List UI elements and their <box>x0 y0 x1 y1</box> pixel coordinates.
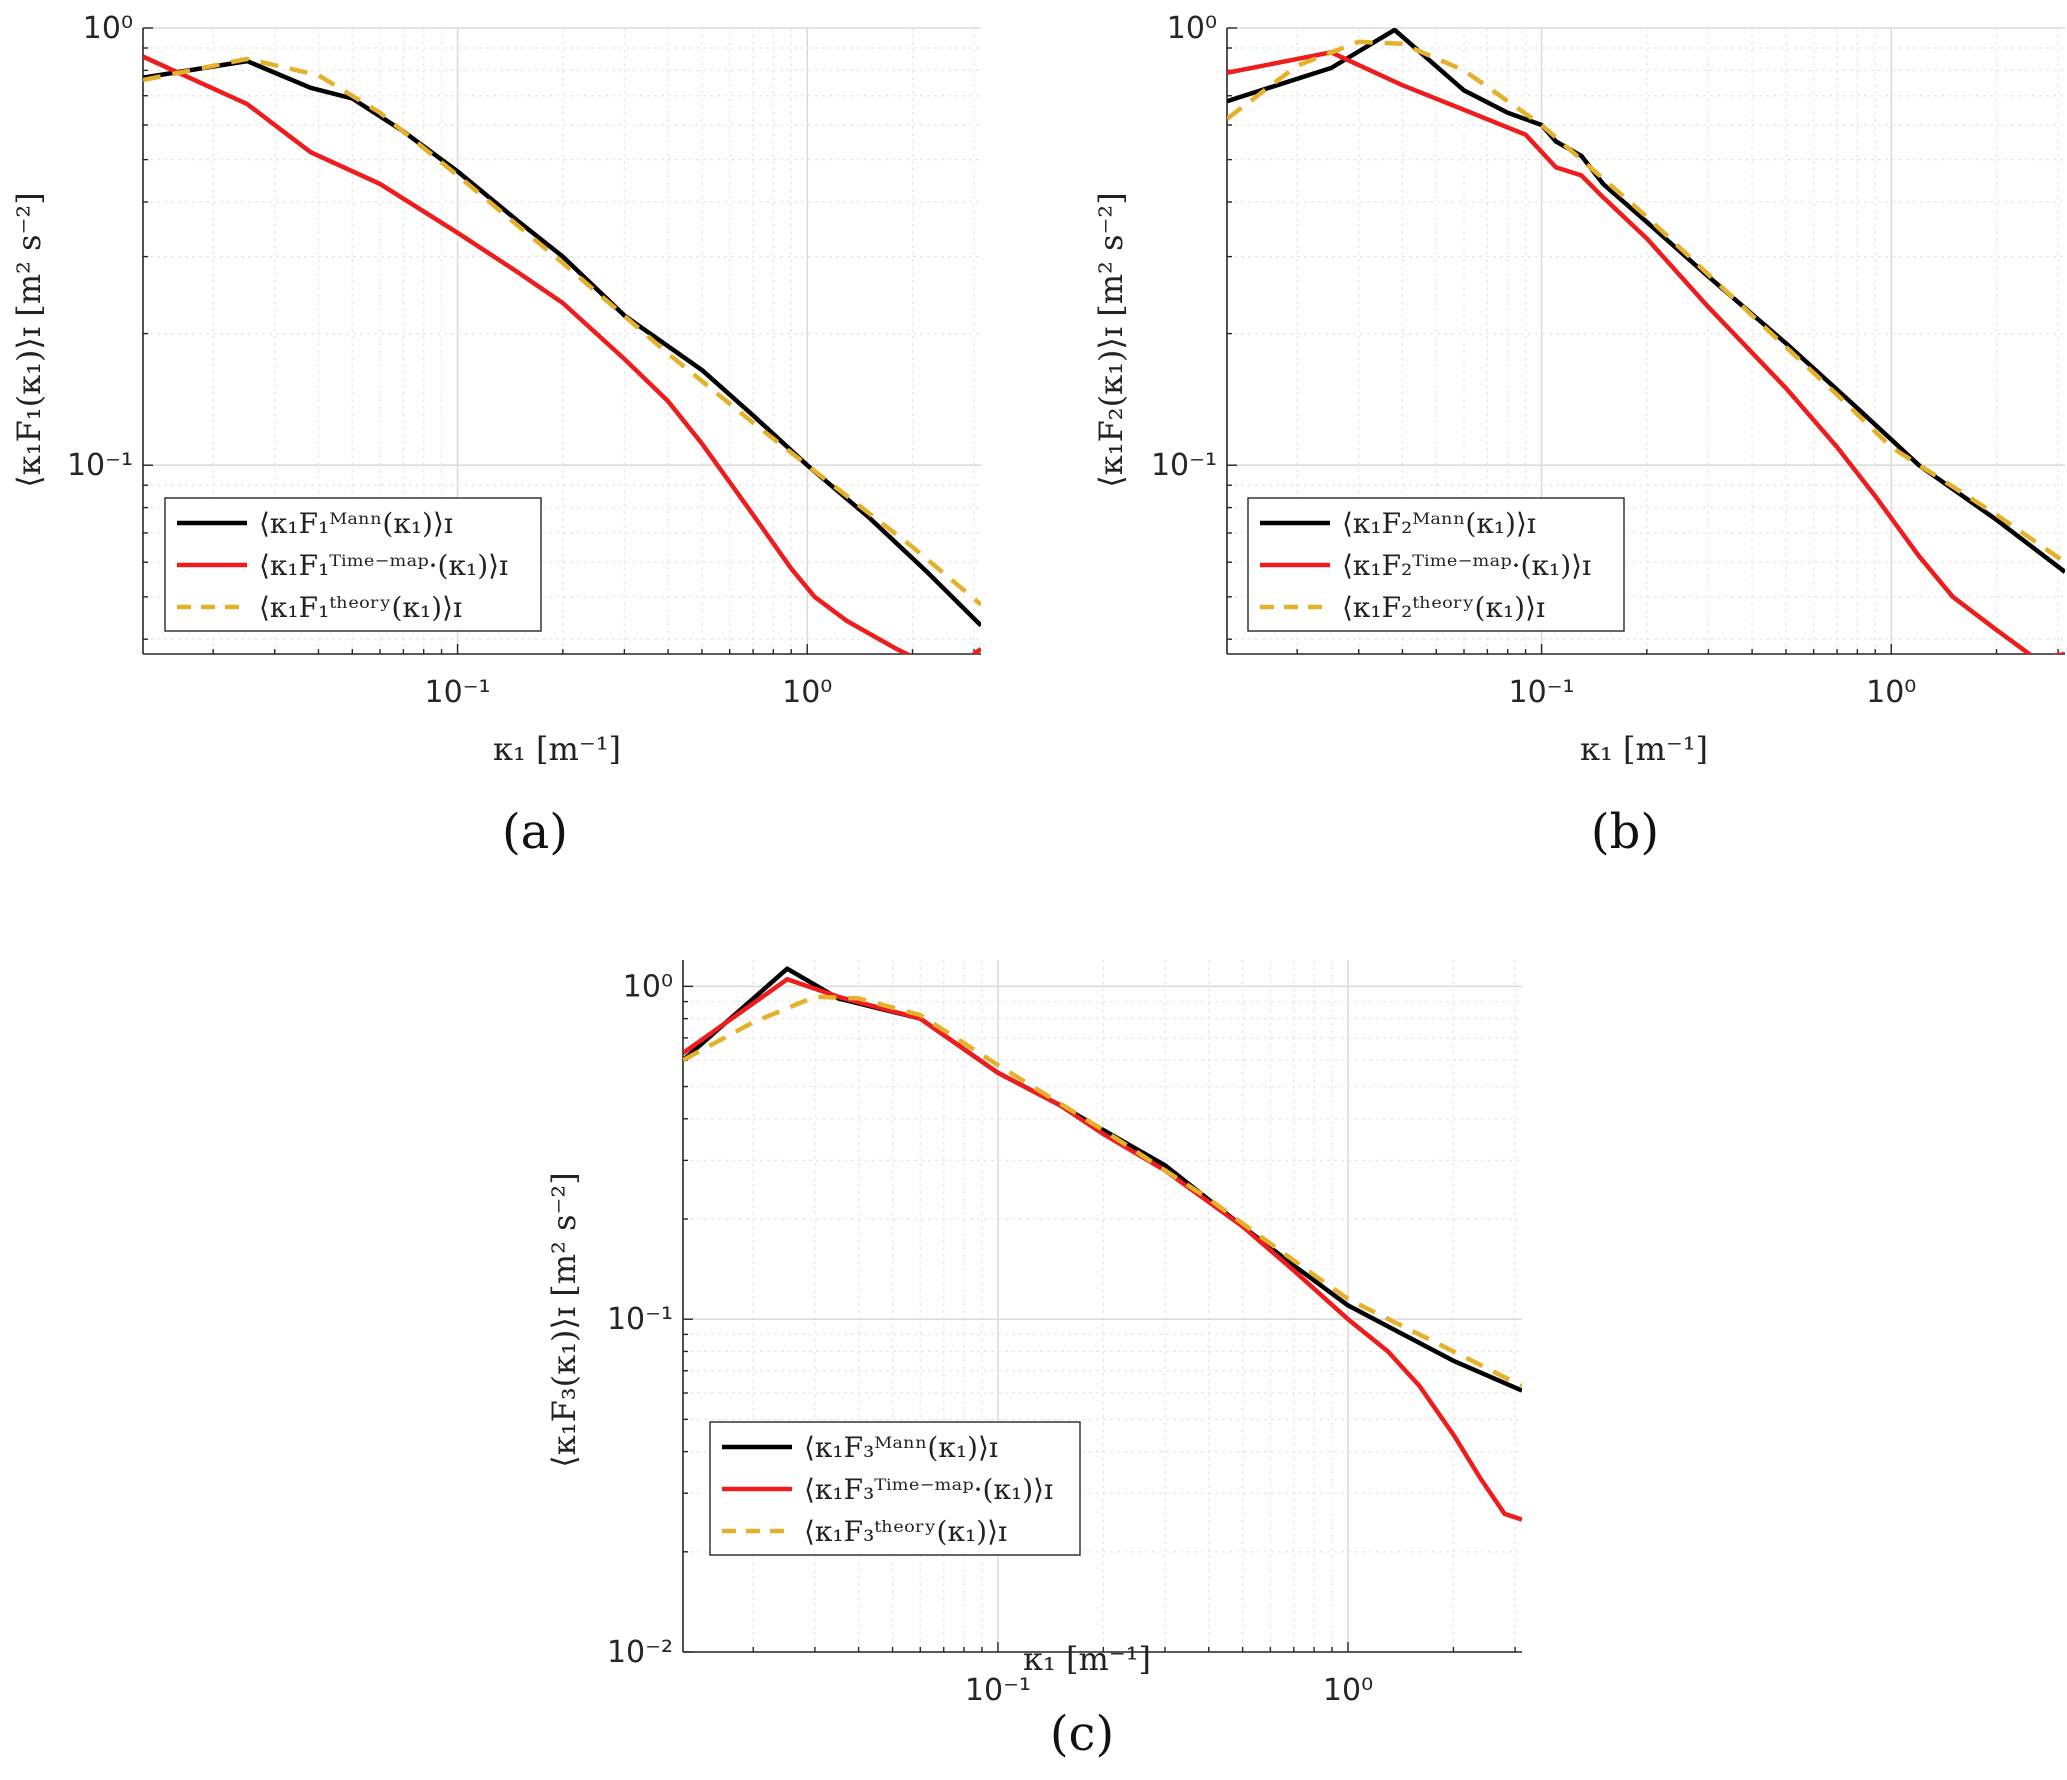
legend-label: ⟨κ₁F₁ᵀⁱᵐᵉ⁻ᵐᵃᵖ·(κ₁)⟩ɪ <box>259 549 508 582</box>
legend-label: ⟨κ₁F₃ᵗʰᵉᵒʳʸ(κ₁)⟩ɪ <box>804 1515 1007 1548</box>
legend: ⟨κ₁F₁ᴹᵃⁿⁿ(κ₁)⟩ɪ ⟨κ₁F₁ᵀⁱᵐᵉ⁻ᵐᵃᵖ·(κ₁)⟩ɪ ⟨κ₁F₁… <box>164 497 542 632</box>
y-axis-label: ⟨κ₁F₁(κ₁)⟩ɪ [m² s⁻²] <box>10 192 48 487</box>
x-tick-label: 10⁻¹ <box>425 675 491 710</box>
series-line-time-map <box>143 54 981 654</box>
x-axis-label: κ₁ [m⁻¹] <box>1580 730 1708 768</box>
panel-caption: (c) <box>1050 1706 1114 1762</box>
series-group <box>143 54 981 654</box>
y-tick-label: 10⁰ <box>623 969 673 1004</box>
legend-label: ⟨κ₁F₂ᵀⁱᵐᵉ⁻ᵐᵃᵖ·(κ₁)⟩ɪ <box>1342 549 1591 582</box>
panel-a: 10⁻¹ 10⁰ 10⁻¹ 10⁰ κ₁ [m⁻¹] ⟨κ₁F₁(κ₁)⟩ɪ [m² s⁻… <box>10 11 981 860</box>
y-tick-label: 10⁻¹ <box>607 1302 673 1337</box>
x-axis-label: κ₁ [m⁻¹] <box>493 730 621 768</box>
grid <box>1227 27 2065 654</box>
series-line-time-map <box>1227 50 2065 654</box>
series-line-mann <box>683 966 1522 1393</box>
y-tick-label: 10⁻¹ <box>1151 448 1217 483</box>
x-tick-label: 10⁰ <box>782 675 832 710</box>
y-tick-label: 10⁰ <box>1167 11 1217 46</box>
y-tick-label: 10⁻¹ <box>67 448 133 483</box>
series-group <box>1227 28 2065 654</box>
legend: ⟨κ₁F₃ᴹᵃⁿⁿ(κ₁)⟩ɪ ⟨κ₁F₃ᵀⁱᵐᵉ⁻ᵐᵃᵖ·(κ₁)⟩ɪ ⟨κ₁F₃… <box>709 1421 1081 1556</box>
x-tick-label: 10⁰ <box>1866 675 1916 710</box>
y-axis-label: ⟨κ₁F₃(κ₁)⟩ɪ [m² s⁻²] <box>545 1172 583 1467</box>
panel-c: 10⁻¹ 10⁰ 10⁻² 10⁻¹ 10⁰ κ₁ [m⁻¹] ⟨κ₁F₃(κ₁)⟩ɪ [m… <box>545 960 1522 1762</box>
series-line-mann <box>143 58 981 628</box>
panel-caption: (a) <box>502 804 568 860</box>
panel-caption: (b) <box>1591 804 1659 860</box>
legend-label: ⟨κ₁F₁ᴹᵃⁿⁿ(κ₁)⟩ɪ <box>259 507 453 540</box>
legend-label: ⟨κ₁F₃ᵀⁱᵐᵉ⁻ᵐᵃᵖ·(κ₁)⟩ɪ <box>804 1473 1053 1506</box>
x-tick-label: 10⁻¹ <box>1509 675 1575 710</box>
series-line-theory <box>143 56 981 607</box>
x-tick-label: 10⁰ <box>1323 1673 1373 1708</box>
legend: ⟨κ₁F₂ᴹᵃⁿⁿ(κ₁)⟩ɪ ⟨κ₁F₂ᵀⁱᵐᵉ⁻ᵐᵃᵖ·(κ₁)⟩ɪ ⟨κ₁F₂… <box>1247 497 1625 632</box>
legend-label: ⟨κ₁F₂ᴹᵃⁿⁿ(κ₁)⟩ɪ <box>1342 507 1536 540</box>
x-tick-label: 10⁻¹ <box>965 1673 1031 1708</box>
series-line-theory <box>683 994 1522 1389</box>
series-line-theory <box>1227 39 2065 565</box>
y-tick-label: 10⁰ <box>83 11 133 46</box>
series-line-time-map <box>683 977 1522 1522</box>
series-group <box>683 966 1522 1522</box>
x-axis-label: κ₁ [m⁻¹] <box>1023 1640 1151 1678</box>
legend-label: ⟨κ₁F₂ᵗʰᵉᵒʳʸ(κ₁)⟩ɪ <box>1342 591 1545 624</box>
legend-label: ⟨κ₁F₃ᴹᵃⁿⁿ(κ₁)⟩ɪ <box>804 1431 998 1464</box>
legend-label: ⟨κ₁F₁ᵗʰᵉᵒʳʸ(κ₁)⟩ɪ <box>259 591 462 624</box>
y-tick-label: 10⁻² <box>607 1635 673 1670</box>
series-line-mann <box>1227 28 2065 574</box>
y-axis-label: ⟨κ₁F₂(κ₁)⟩ɪ [m² s⁻²] <box>1092 192 1130 487</box>
panel-b: 10⁻¹ 10⁰ 10⁻¹ 10⁰ κ₁ [m⁻¹] ⟨κ₁F₂(κ₁)⟩ɪ [m² s⁻… <box>1092 11 2065 860</box>
